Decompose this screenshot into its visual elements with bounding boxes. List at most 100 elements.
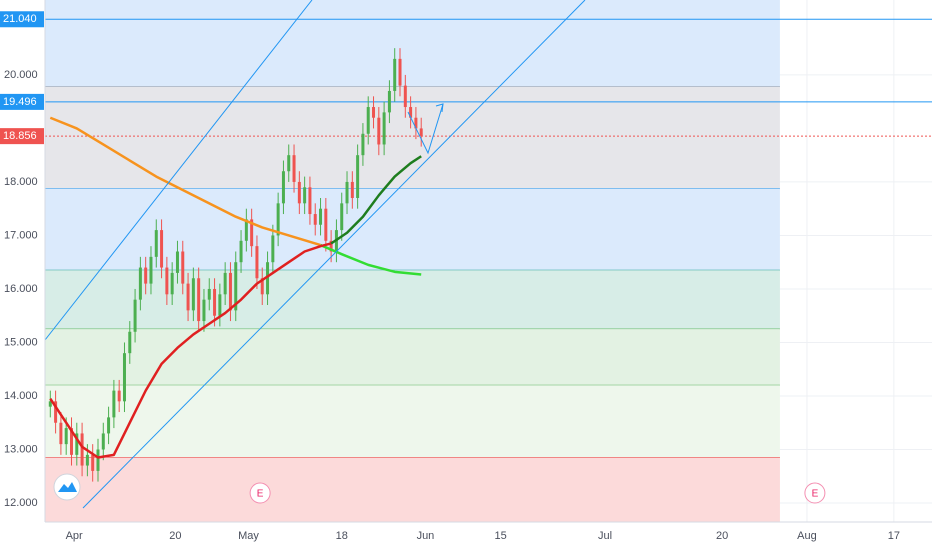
candle-body <box>165 267 169 295</box>
y-tick-label: 18.000 <box>4 176 38 188</box>
candle-body <box>85 454 89 466</box>
fib-zones <box>45 0 780 522</box>
candle-body <box>197 278 201 322</box>
candle-body <box>170 272 174 295</box>
zone <box>45 457 780 522</box>
candle-body <box>266 262 270 295</box>
candle-body <box>149 256 153 284</box>
logo <box>53 473 81 501</box>
candle-body <box>48 401 52 407</box>
candle-body <box>366 107 370 134</box>
candle-body <box>324 208 328 241</box>
candle-body <box>138 267 142 300</box>
x-axis-panel <box>45 522 932 550</box>
candle-body <box>377 117 381 145</box>
candle-body <box>202 299 206 322</box>
event-label: E <box>257 489 264 500</box>
x-tick-label: 20 <box>169 530 181 542</box>
candle-body <box>372 107 376 118</box>
candle-body <box>319 208 323 225</box>
y-tick-label: 17.000 <box>4 229 38 241</box>
candle-body <box>122 353 126 402</box>
price-level-label: 21.040 <box>3 13 37 25</box>
candle-body <box>250 219 254 247</box>
candle-body <box>234 262 238 311</box>
candle-body <box>393 58 397 91</box>
zone <box>45 0 780 87</box>
arrow-head <box>435 103 444 113</box>
candle-body <box>313 214 317 225</box>
candle-body <box>181 251 185 284</box>
candle-body <box>387 90 391 113</box>
candle-body <box>398 58 402 86</box>
candle-body <box>287 155 291 172</box>
candle-body <box>361 133 365 156</box>
candle-body <box>329 240 333 252</box>
x-tick-label: 18 <box>336 530 348 542</box>
y-tick-label: 12.000 <box>4 497 38 509</box>
price-level-tag <box>0 128 44 145</box>
candle-body <box>128 331 132 354</box>
candle-body <box>154 230 158 257</box>
candle-body <box>91 454 95 471</box>
candle-body <box>292 155 296 182</box>
candle-body <box>239 240 243 263</box>
channel-lower <box>82 0 586 509</box>
moving-average <box>320 243 422 276</box>
candle-body <box>75 433 79 455</box>
y-tick-label: 15.000 <box>4 336 38 348</box>
candle-body <box>112 390 116 418</box>
candle-body <box>218 294 222 316</box>
channel-upper <box>44 0 313 341</box>
moving-average <box>49 116 321 247</box>
candle-body <box>117 390 121 402</box>
candle-body <box>54 401 58 423</box>
moving-average <box>49 242 332 459</box>
candle-body <box>308 187 312 215</box>
candle-body <box>276 203 280 236</box>
candle-body <box>80 433 84 466</box>
event-marker <box>804 482 826 504</box>
candle-body <box>191 278 195 311</box>
event-marker <box>249 482 271 504</box>
zone <box>45 86 780 189</box>
candle-body <box>186 283 190 311</box>
candle-body <box>260 278 264 295</box>
candle-body <box>107 417 111 434</box>
candle-body <box>144 267 148 284</box>
axes: 12.000 13.000 14.000 15.000 16.000 17.000 18.0… <box>0 11 900 542</box>
candle-body <box>350 181 354 198</box>
x-tick-label: 17 <box>888 530 900 542</box>
candle-body <box>419 128 423 136</box>
price-level-tag <box>0 11 44 28</box>
x-tick-label: Jul <box>598 530 612 542</box>
price-level-label: 18.856 <box>3 130 37 142</box>
moving-average <box>330 155 422 245</box>
candle-body <box>207 288 211 300</box>
candle-body <box>255 246 259 279</box>
candle-body <box>59 422 63 445</box>
candle-body <box>403 85 407 108</box>
candle-body <box>213 288 217 316</box>
candle-body <box>382 112 386 145</box>
candle-body <box>133 299 137 332</box>
zone <box>45 188 780 271</box>
price-level-tag <box>0 93 44 110</box>
x-tick-label: May <box>238 530 259 542</box>
candle-body <box>101 433 105 450</box>
y-tick-label: 14.000 <box>4 390 38 402</box>
x-tick-label: 15 <box>495 530 507 542</box>
y-tick-label: 16.000 <box>4 283 38 295</box>
x-tick-label: Aug <box>797 530 817 542</box>
candle-body <box>409 107 413 118</box>
candle-body <box>281 171 285 204</box>
x-tick-label: Apr <box>66 530 83 542</box>
price-level-label: 19.496 <box>3 96 37 108</box>
candle-body <box>160 230 164 268</box>
candle-body <box>356 155 360 198</box>
y-tick-label: 20.000 <box>4 69 38 81</box>
candle-body <box>345 181 349 204</box>
candle-body <box>69 428 73 455</box>
candle-body <box>297 181 301 204</box>
